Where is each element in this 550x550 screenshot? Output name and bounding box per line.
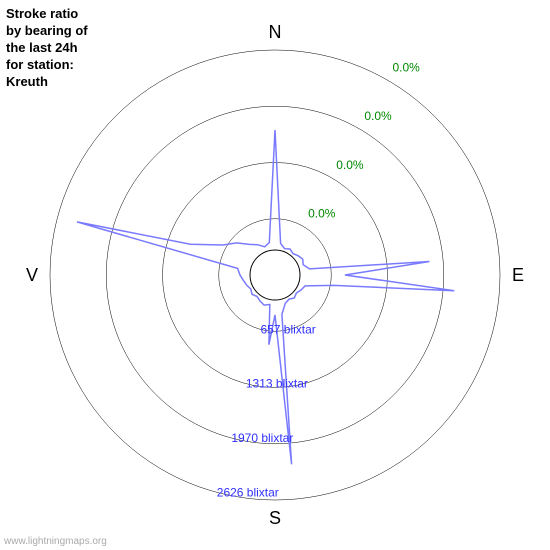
cardinal-n: N bbox=[269, 22, 282, 42]
count-ring-label: 1970 blixtar bbox=[231, 431, 293, 445]
cardinal-w: V bbox=[26, 265, 38, 285]
count-ring-label: 1313 blixtar bbox=[246, 377, 308, 391]
count-ring-label: 2626 blixtar bbox=[217, 485, 279, 499]
pct-ring-label: 0.0% bbox=[393, 60, 421, 74]
pct-ring-label: 0.0% bbox=[364, 109, 392, 123]
polar-chart: 0.0% 0.0% 0.0% 0.0% 657 blixtar 1313 blixtar… bbox=[0, 0, 550, 550]
count-ring-label: 657 blixtar bbox=[260, 322, 315, 336]
cardinal-s: S bbox=[269, 508, 281, 528]
pct-ring-label: 0.0% bbox=[308, 207, 336, 221]
center-circle bbox=[250, 250, 300, 300]
cardinal-e: E bbox=[512, 265, 524, 285]
pct-ring-label: 0.0% bbox=[336, 158, 364, 172]
